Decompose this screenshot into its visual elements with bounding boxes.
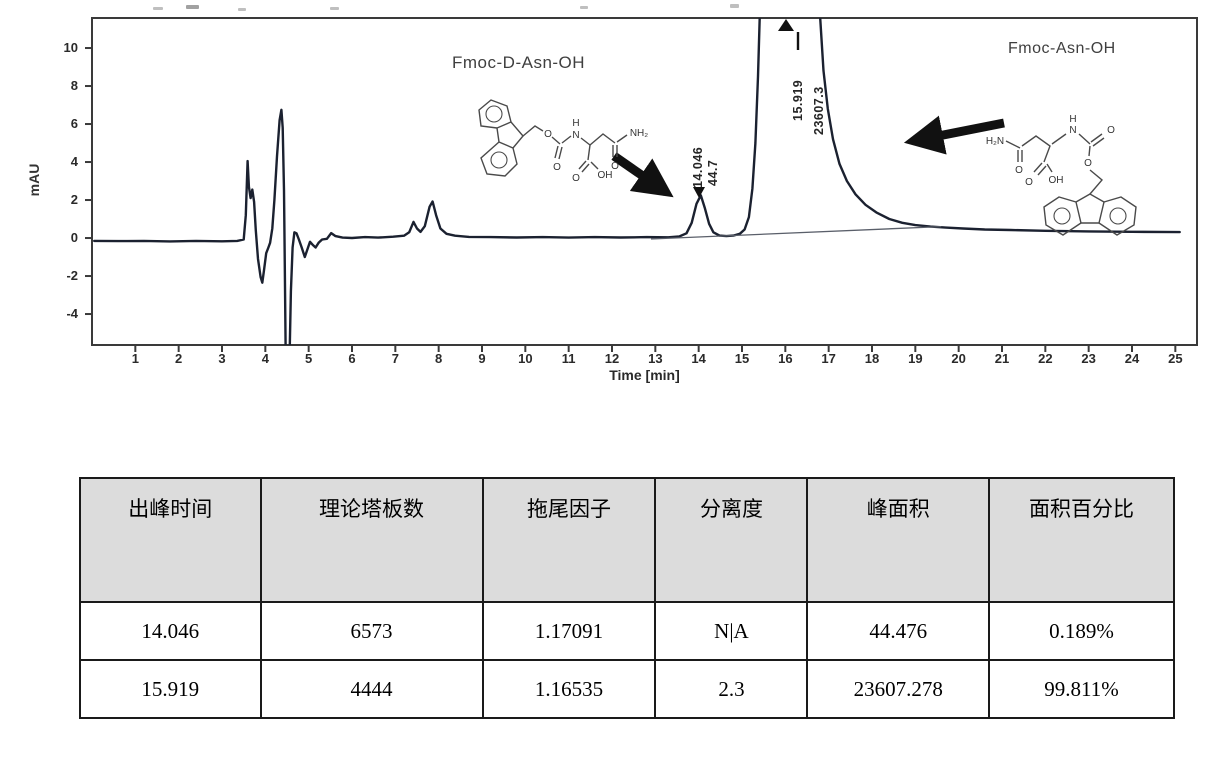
y-tick-label: 2: [70, 192, 78, 208]
table-row: 14.046 6573 1.17091 N|A 44.476 0.189%: [79, 601, 1175, 661]
trace-signal: [92, 18, 1181, 345]
arrow-to-main-peak-icon: [903, 115, 1005, 155]
plot-frame: [91, 17, 1198, 346]
x-tick-label: 11: [561, 351, 576, 366]
table-cell: 1.17091: [481, 601, 657, 661]
y-tick-label: 6: [70, 116, 78, 132]
table-cell: 14.046: [79, 601, 262, 661]
atom-label: O: [1084, 158, 1092, 169]
x-tick-label: 1: [131, 351, 139, 366]
table-cell: 4444: [259, 659, 484, 719]
x-tick-label: 23: [1081, 351, 1096, 366]
atom-label: H: [1069, 114, 1076, 125]
x-tick-label: 16: [778, 351, 793, 366]
x-tick-label: 24: [1124, 351, 1140, 366]
x-tick-label: 12: [604, 351, 620, 366]
trace-integration_baseline: [650, 225, 942, 240]
table-row: 15.919 4444 1.16535 2.3 23607.278 99.811…: [79, 659, 1175, 719]
x-tick-label: 5: [305, 351, 313, 366]
table-cell: 1.16535: [481, 659, 657, 719]
peak2-retention-time: 15.919: [791, 79, 805, 121]
x-tick-label: 7: [391, 351, 399, 366]
x-tick-label: 8: [435, 351, 443, 366]
x-tick-label: 6: [348, 351, 356, 366]
peak1-area: 44.7: [706, 159, 720, 186]
atom-label: O: [553, 162, 561, 173]
table-cell: 23607.278: [806, 659, 991, 719]
x-tick-label: 3: [218, 351, 226, 366]
atom-label: O: [611, 161, 619, 172]
structure-fmoc-asn-oh: H₂N O O OH H N O O: [986, 114, 1137, 236]
x-tick-label: 14: [691, 351, 706, 366]
x-tick-label: 10: [518, 351, 533, 366]
table-cell: N|A: [654, 601, 809, 661]
scan-artifact: [730, 4, 739, 8]
atom-label: N: [572, 130, 579, 141]
table-cell: 44.476: [806, 601, 991, 661]
atom-label: OH: [1049, 175, 1064, 186]
column-header-retention-time: 出峰时间: [79, 477, 262, 603]
x-tick-label: 15: [734, 351, 750, 366]
scan-artifact: [580, 6, 588, 9]
results-table: 出峰时间 理论塔板数 拖尾因子 分离度 峰面积 面积百分比 14.046 657…: [79, 477, 1175, 719]
atom-label: O: [1025, 177, 1033, 188]
table-cell: 2.3: [654, 659, 809, 719]
x-tick-label: 9: [478, 351, 486, 366]
column-header-area-percent: 面积百分比: [988, 477, 1175, 603]
column-header-theoretical-plates: 理论塔板数: [259, 477, 484, 603]
y-tick-label: 8: [70, 78, 78, 94]
y-tick-label: 0: [70, 230, 78, 246]
y-tick-label: -2: [66, 268, 78, 284]
atom-label: H₂N: [986, 136, 1004, 147]
arrow-to-minor-peak-icon: [611, 152, 674, 198]
x-tick-label: 19: [908, 351, 923, 366]
atom-label: O: [544, 129, 552, 140]
scan-artifact: [330, 7, 339, 10]
x-tick-label: 20: [951, 351, 966, 366]
atom-label: OH: [598, 170, 613, 181]
compound-label-fmoc-asn-oh: Fmoc-Asn-OH: [1008, 40, 1116, 57]
table-cell: 6573: [259, 601, 484, 661]
atom-label: O: [1015, 165, 1023, 176]
atom-label: O: [572, 173, 580, 184]
atom-label: H: [572, 118, 579, 129]
column-header-resolution: 分离度: [654, 477, 809, 603]
x-tick-label: 18: [864, 351, 880, 366]
y-tick-label: -4: [66, 306, 78, 322]
y-tick-label: 10: [63, 40, 78, 56]
y-tick-label: 4: [70, 154, 78, 170]
x-tick-label: 13: [648, 351, 663, 366]
x-tick-label: 4: [261, 351, 269, 366]
scan-artifact: [238, 8, 246, 11]
series-layer: [92, 18, 1181, 345]
x-tick-label: 2: [175, 351, 183, 366]
peak-pointer-icon: [693, 187, 705, 198]
atom-label: O: [1107, 125, 1115, 136]
x-axis-title: Time [min]: [609, 367, 680, 383]
x-tick-label: 22: [1038, 351, 1053, 366]
atom-label: NH₂: [630, 128, 648, 139]
x-tick-label: 17: [821, 351, 836, 366]
scan-artifact: [186, 5, 199, 9]
axis-ticks: [85, 47, 1177, 352]
table-cell: 15.919: [79, 659, 262, 719]
x-tick-label: 25: [1168, 351, 1183, 366]
table-cell: 0.189%: [988, 601, 1175, 661]
atom-label: N: [1069, 125, 1076, 136]
scan-artifact: [153, 7, 163, 10]
peak2-area: 23607.3: [812, 86, 826, 135]
structure-fmoc-d-asn-oh: O O H N NH₂ O O OH: [478, 99, 648, 184]
x-tick-label: 21: [994, 351, 1010, 366]
peak-apex-marker-icon: [778, 19, 794, 31]
column-header-tailing-factor: 拖尾因子: [481, 477, 657, 603]
chromatogram-plot: [85, 17, 1198, 352]
chromatogram-figure: mAU Time [min] Fmoc-D-Asn-OH Fmoc-Asn-OH…: [26, 4, 1198, 383]
table-cell: 99.811%: [988, 659, 1175, 719]
column-header-peak-area: 峰面积: [806, 477, 991, 603]
table-header-row: 出峰时间 理论塔板数 拖尾因子 分离度 峰面积 面积百分比: [79, 477, 1175, 603]
compound-label-fmoc-d-asn-oh: Fmoc-D-Asn-OH: [452, 53, 586, 72]
